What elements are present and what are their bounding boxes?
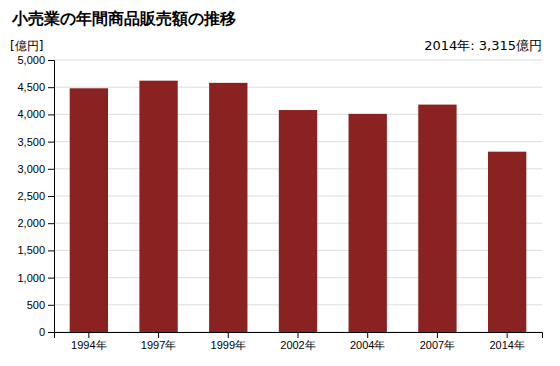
title: 小売業の年間商品販売額の推移 — [11, 9, 236, 28]
bar — [70, 88, 108, 332]
y-axis-label: [億円] — [10, 39, 43, 53]
x-tick: 2004年 — [350, 332, 385, 351]
y-tick-label: 4,500 — [17, 81, 45, 93]
y-tick: 1,000 — [17, 272, 54, 284]
y-tick-label: 2,000 — [17, 217, 45, 229]
y-tick-mark — [48, 332, 54, 333]
x-tick-mark — [298, 332, 299, 338]
y-tick: 4,000 — [17, 108, 54, 120]
x-tick-label: 2007年 — [420, 339, 455, 351]
x-tick-label: 2014年 — [489, 339, 524, 351]
x-tick-label: 2002年 — [280, 339, 315, 351]
y-tick: 5,000 — [17, 54, 54, 66]
y-tick-mark — [48, 223, 54, 224]
x-tick: 1994年 — [71, 332, 106, 351]
x-tick-mark — [367, 332, 368, 338]
y-tick-label: 1,000 — [17, 272, 45, 284]
y-tick-mark — [48, 114, 54, 115]
y-axis: 0 500 1,000 1,500 2,000 2,500 3,000 3,500 4,000 4… — [17, 54, 54, 338]
bar — [349, 114, 387, 332]
bar — [488, 152, 526, 332]
chart: 0 500 1,000 1,500 2,000 2,500 3,000 3,500 4,000 4… — [0, 0, 560, 366]
x-axis: 1994年 1997年 1999年 2002年 2004年 2007年 2014年 — [55, 332, 543, 351]
x-tick: 1999年 — [211, 332, 246, 351]
x-tick-label: 1994年 — [71, 339, 106, 351]
y-tick: 2,000 — [17, 217, 54, 229]
y-tick-mark — [48, 278, 54, 279]
annotation: 2014年: 3,315億円 — [424, 38, 542, 53]
y-tick-label: 2,500 — [17, 190, 45, 202]
x-tick-mark — [158, 332, 159, 338]
y-tick: 0 — [39, 326, 54, 338]
x-axis-line — [55, 333, 543, 339]
y-axis-line — [48, 61, 55, 333]
y-tick-label: 3,000 — [17, 163, 45, 175]
y-tick-mark — [48, 169, 54, 170]
x-tick-label: 1997年 — [141, 339, 176, 351]
y-tick: 4,500 — [17, 81, 54, 93]
x-tick-mark — [437, 332, 438, 338]
grid-line — [54, 87, 542, 88]
x-tick: 2007年 — [420, 332, 455, 351]
grid — [54, 60, 542, 332]
y-tick: 3,000 — [17, 163, 54, 175]
bar — [418, 105, 456, 332]
y-tick-mark — [48, 196, 54, 197]
bars — [70, 81, 527, 332]
bar — [139, 81, 177, 332]
y-tick-mark — [48, 142, 54, 143]
grid-line — [54, 60, 542, 61]
y-tick-label: 4,000 — [17, 108, 45, 120]
x-tick: 2014年 — [489, 332, 524, 351]
y-tick-label: 500 — [27, 299, 45, 311]
y-tick-mark — [48, 87, 54, 88]
plot: 0 500 1,000 1,500 2,000 2,500 3,000 3,500 4,000 4… — [17, 54, 542, 351]
y-tick: 500 — [27, 299, 54, 311]
x-tick: 2002年 — [280, 332, 315, 351]
y-tick-label: 5,000 — [17, 54, 45, 66]
y-tick-label: 1,500 — [17, 244, 45, 256]
x-tick-mark — [507, 332, 508, 338]
y-tick: 3,500 — [17, 136, 54, 148]
bar — [209, 83, 247, 332]
x-tick-label: 2004年 — [350, 339, 385, 351]
x-tick-mark — [228, 332, 229, 338]
bar — [279, 110, 317, 332]
x-tick-mark — [88, 332, 89, 338]
x-tick: 1997年 — [141, 332, 176, 351]
y-tick-label: 0 — [39, 326, 45, 338]
y-tick: 2,500 — [17, 190, 54, 202]
y-tick: 1,500 — [17, 244, 54, 256]
y-tick-mark — [48, 305, 54, 306]
y-tick-mark — [48, 250, 54, 251]
x-tick-label: 1999年 — [211, 339, 246, 351]
y-tick-mark — [48, 60, 54, 61]
y-tick-label: 3,500 — [17, 136, 45, 148]
